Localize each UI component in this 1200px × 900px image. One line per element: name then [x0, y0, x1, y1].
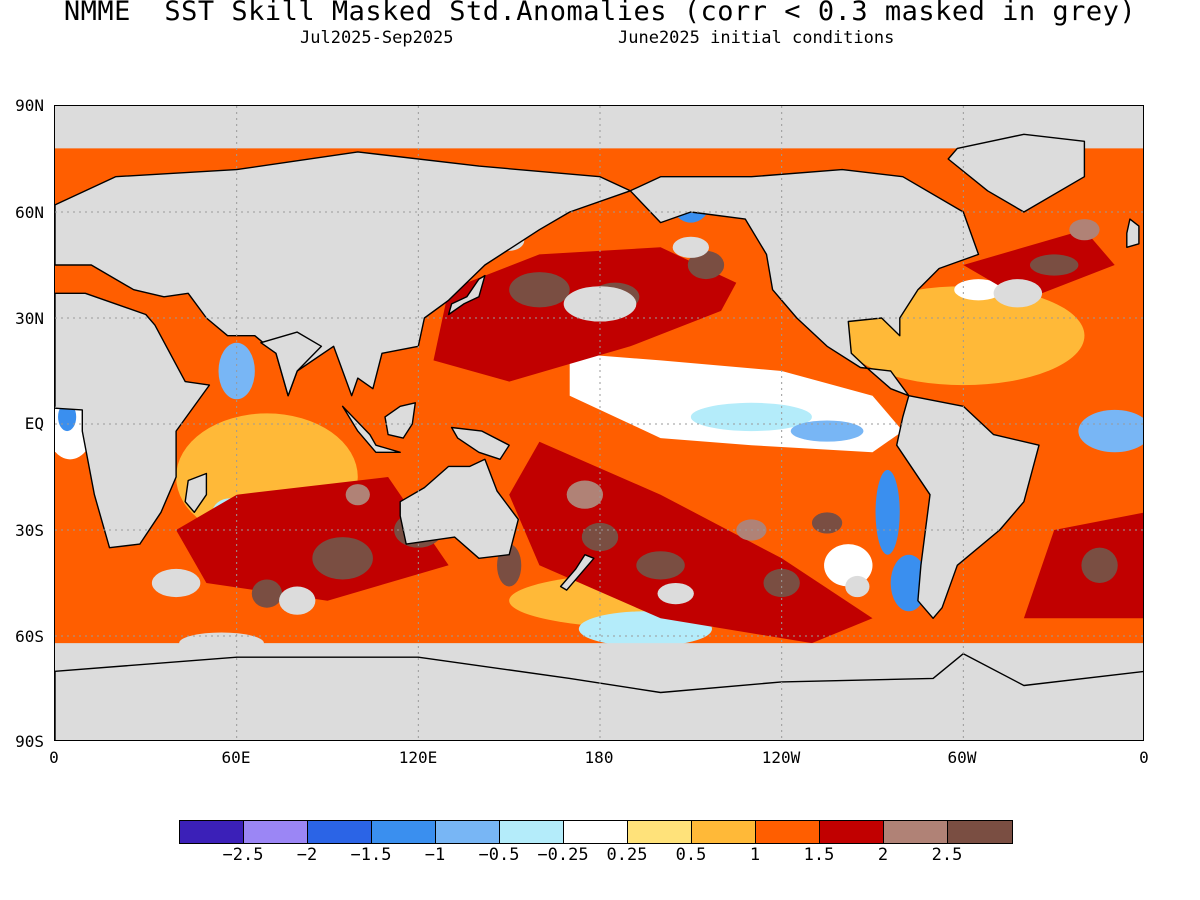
colorbar-label: 1	[749, 845, 761, 865]
anomaly-region	[1029, 254, 1079, 276]
lat-tick-90n: 90N	[15, 96, 44, 115]
anomaly-region	[1078, 409, 1143, 453]
lon-tick-60w: 60W	[947, 748, 977, 767]
colorbar-label: 1.5	[803, 845, 835, 865]
south-america-landmass	[896, 395, 1040, 619]
anomaly-region	[345, 484, 370, 506]
colorbar	[179, 820, 1013, 844]
lat-tick-90s: 90S	[15, 732, 44, 751]
new-guinea-landmass	[450, 426, 510, 460]
colorbar-swatch	[372, 821, 436, 843]
lat-tick-30s: 30S	[15, 521, 44, 540]
lon-tick-120w: 120W	[761, 748, 801, 767]
colorbar-label: 0.5	[675, 845, 707, 865]
colorbar-swatch	[628, 821, 692, 843]
anomaly-region	[845, 575, 870, 598]
initial-conditions: June2025 initial conditions	[618, 28, 895, 48]
anomaly-region	[811, 512, 843, 534]
indian-ocean-warm	[176, 477, 449, 601]
india-landmass	[260, 331, 323, 397]
anomaly-region	[672, 236, 709, 258]
australia-landmass	[399, 458, 519, 559]
sst-anomaly-map	[55, 106, 1143, 740]
colorbar-swatch	[948, 821, 1012, 843]
lat-tick-60n: 60N	[15, 203, 44, 222]
colorbar-swatch	[180, 821, 244, 843]
colorbar-swatch	[884, 821, 948, 843]
lon-tick-180: 180	[584, 748, 614, 767]
colorbar-label: 0.25	[606, 845, 648, 865]
anomaly-region	[312, 537, 373, 580]
colorbar-label: 2.5	[931, 845, 963, 865]
anomaly-region	[763, 568, 800, 598]
arctic-mask	[55, 106, 1143, 142]
antarctica-landmass	[55, 653, 1143, 740]
colorbar-swatch	[820, 821, 884, 843]
colorbar-swatch	[308, 821, 372, 843]
colorbar-label: −1	[424, 845, 446, 865]
lon-tick-0-end: 0	[1139, 748, 1149, 767]
colorbar-swatch	[756, 821, 820, 843]
forecast-period: Jul2025-Sep2025	[300, 28, 454, 48]
anomaly-region	[279, 586, 316, 615]
colorbar-label: −2	[296, 845, 318, 865]
colorbar-label: −0.25	[537, 845, 589, 865]
greenland-landmass	[947, 133, 1086, 213]
anomaly-region	[954, 279, 1003, 301]
anomaly-region	[251, 579, 283, 608]
anomaly-region	[690, 402, 812, 432]
colorbar-label: −0.5	[478, 845, 520, 865]
lon-tick-60e: 60E	[221, 748, 251, 767]
anomaly-region	[1081, 547, 1118, 583]
colorbar-swatch	[500, 821, 564, 843]
colorbar-label: −1.5	[350, 845, 392, 865]
anomaly-region	[636, 551, 685, 580]
anomaly-region	[566, 480, 604, 509]
anomaly-region	[657, 583, 694, 605]
anomaly-region	[1069, 219, 1100, 241]
lon-tick-120e: 120E	[398, 748, 438, 767]
anomaly-region	[993, 279, 1043, 308]
anomaly-region	[790, 420, 864, 442]
map-panel	[54, 105, 1144, 741]
anomaly-region	[687, 250, 725, 280]
lat-tick-eq: EQ	[24, 414, 44, 433]
north-america-landmass	[629, 168, 980, 397]
colorbar-swatch	[564, 821, 628, 843]
lon-tick-0: 0	[49, 748, 59, 767]
madagascar-landmass	[184, 472, 208, 513]
sumatra-java-landmass	[341, 405, 401, 453]
colorbar-swatch	[244, 821, 308, 843]
map-title: NMME SST Skill Masked Std.Anomalies (cor…	[63, 0, 1137, 27]
africa-europe-asia-landmass	[55, 292, 211, 549]
eurasia-landmass	[55, 151, 631, 397]
colorbar-swatch	[692, 821, 756, 843]
anomaly-region	[824, 544, 873, 587]
borneo-landmass	[384, 402, 416, 439]
anomaly-region	[509, 272, 570, 308]
uk-landmass	[1126, 218, 1140, 249]
lat-tick-30n: 30N	[15, 309, 44, 328]
lat-tick-60s: 60S	[15, 627, 44, 646]
colorbar-label: 2	[877, 845, 889, 865]
anomaly-region	[151, 568, 201, 598]
japan-landmass	[447, 274, 486, 316]
anomaly-region	[875, 469, 900, 555]
colorbar-swatch	[436, 821, 500, 843]
anomaly-region	[563, 286, 637, 322]
colorbar-label: −2.5	[222, 845, 264, 865]
new-zealand-landmass	[559, 554, 595, 591]
